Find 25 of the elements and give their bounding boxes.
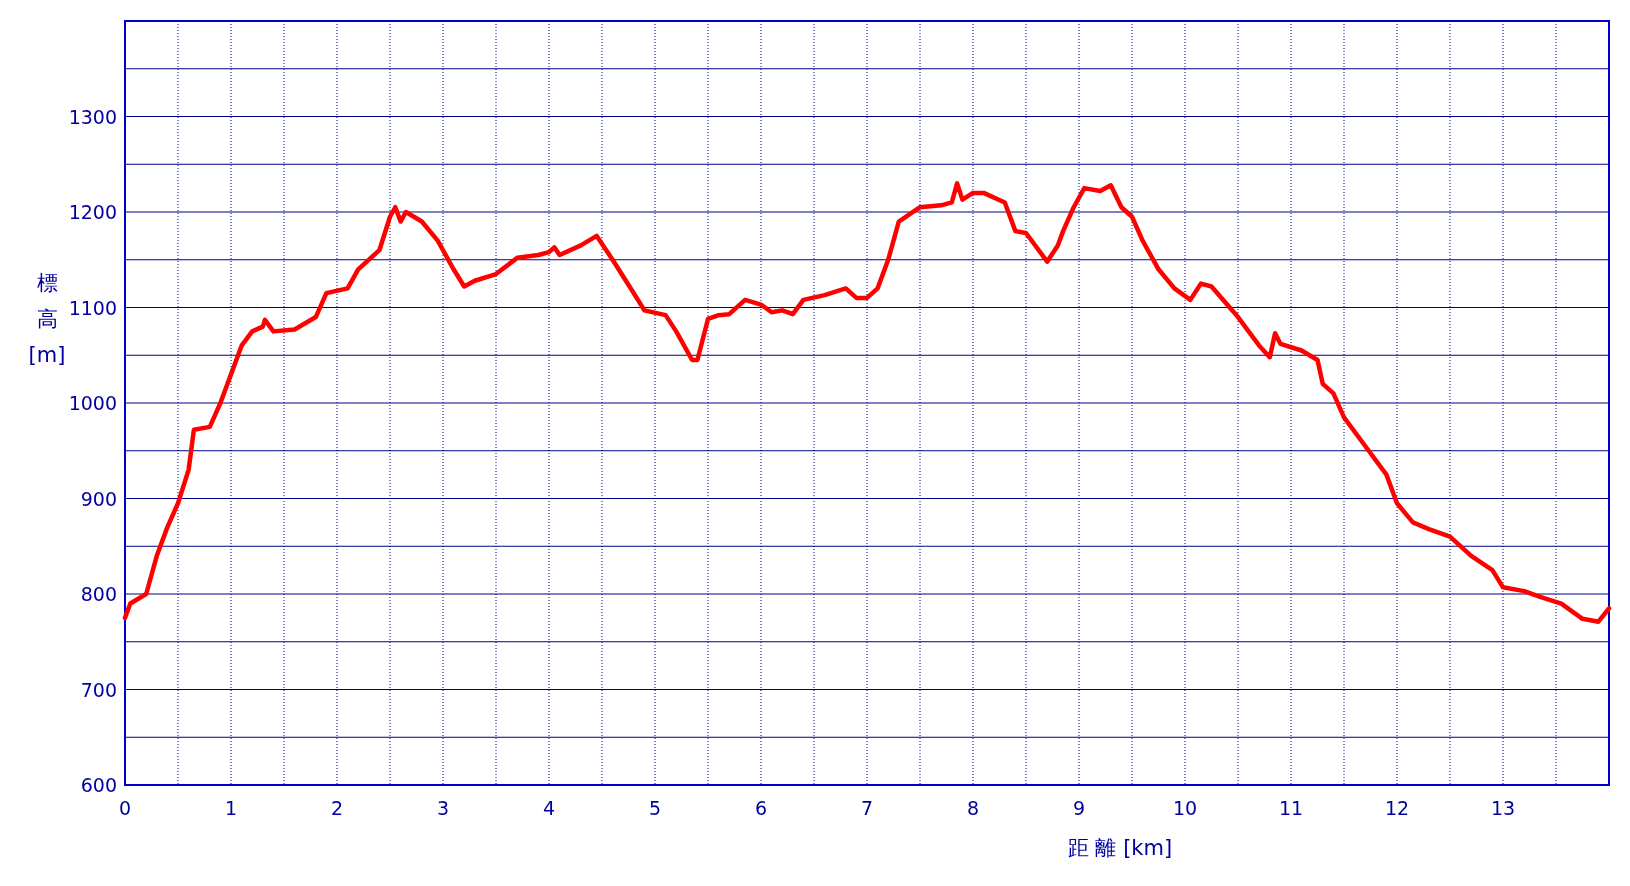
x-tick-label: 13 [1490, 797, 1516, 819]
x-tick-label: 11 [1278, 797, 1304, 819]
line-series [122, 181, 1612, 624]
x-tick-label: 9 [1072, 797, 1086, 819]
y-tick-label: 1000 [68, 392, 117, 414]
y-tick-label: 600 [80, 774, 117, 796]
y-tick-label: 800 [80, 583, 117, 605]
y-tick-label: 1100 [68, 296, 117, 319]
x-tick-label: 1 [224, 797, 238, 819]
y-tick-label: 1200 [68, 201, 117, 223]
x-tick-label: 3 [436, 797, 450, 819]
y-axis-title: 標高 [m] [28, 271, 66, 367]
y-tick-label: 700 [80, 678, 117, 701]
x-axis-title: 距 離 [km] [1067, 836, 1173, 860]
y-tick-label: 900 [80, 487, 117, 510]
x-tick-label: 4 [542, 797, 556, 819]
y-tick-label: 1300 [68, 105, 117, 128]
x-tick-label: 8 [966, 797, 980, 819]
x-tick-label: 0 [118, 797, 132, 819]
x-tick-label: 12 [1384, 797, 1410, 819]
x-tick-label: 10 [1172, 797, 1198, 819]
x-tick-label: 5 [648, 797, 662, 819]
x-tick-label: 6 [754, 797, 768, 819]
x-tick-label: 7 [860, 797, 874, 819]
x-tick-label: 2 [330, 797, 344, 819]
